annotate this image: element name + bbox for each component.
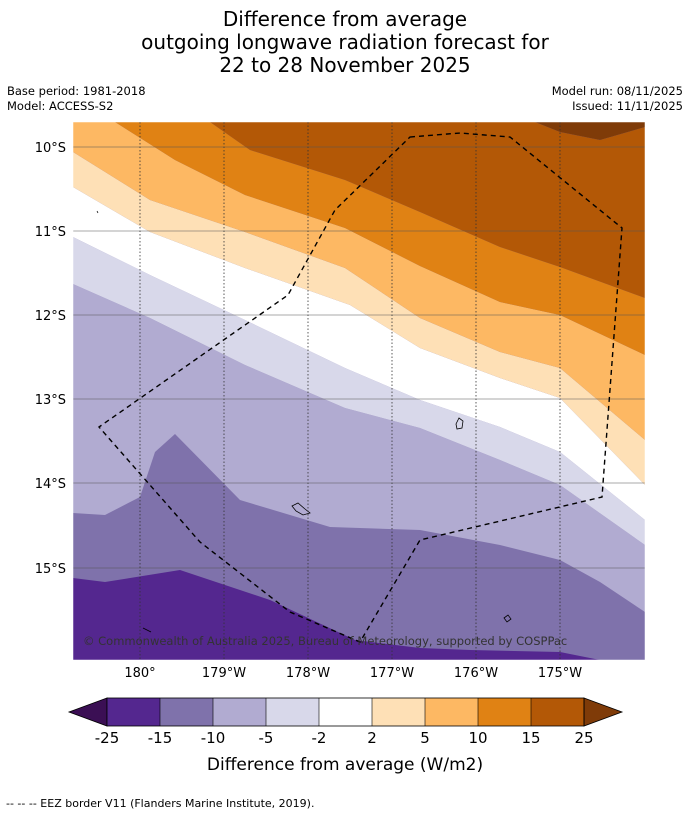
band-minus-5-to-minus-2 [73, 237, 645, 545]
island-outline [96, 210, 99, 214]
colorbar-tick: -25 [95, 729, 120, 747]
band-5-to-10 [73, 122, 645, 440]
lat-label-14s: 14°S [35, 477, 66, 492]
colorbar-tick: -2 [312, 729, 327, 747]
colorbar-segment [372, 698, 425, 726]
colorbar-tick: -10 [201, 729, 226, 747]
band-minus-2-to-2 [73, 187, 645, 520]
lon-label-180: 180° [124, 666, 155, 681]
lat-label-11s: 11°S [35, 225, 66, 240]
longitude-labels: 180° 179°W 178°W 177°W 176°W 175°W [124, 666, 582, 681]
colorbar-under-triangle [67, 697, 108, 727]
lat-label-12s: 12°S [35, 309, 66, 324]
eez-legend: -- -- -- EEZ border V11 (Flanders Marine… [6, 797, 315, 810]
model-name: Model: ACCESS-S2 [7, 99, 114, 113]
lon-label-175w: 175°W [538, 666, 582, 681]
colorbar-outline [106, 697, 585, 727]
band-2-to-5 [73, 152, 645, 485]
title-line-2: outgoing longwave radiation forecast for [141, 30, 549, 54]
colorbar-tick: 2 [367, 729, 377, 747]
colorbar-segment [319, 698, 372, 726]
colorbar-label: Difference from average (W/m2) [207, 755, 483, 775]
lat-label-15s: 15°S [35, 562, 66, 577]
colorbar-segment [107, 698, 160, 726]
anomaly-field [73, 122, 645, 660]
map-frame [72, 121, 646, 661]
lat-label-10s: 10°S [35, 141, 66, 156]
island-outline [503, 614, 512, 623]
lat-label-13s: 13°S [35, 393, 66, 408]
band-10-to-15 [115, 122, 645, 355]
band-above-25 [535, 122, 645, 140]
lon-label-178w: 178°W [286, 666, 330, 681]
colorbar-tick: 15 [521, 729, 540, 747]
colorbar-tick: -15 [148, 729, 173, 747]
meta-left: Base period: 1981-2018 Model: ACCESS-S2 [7, 84, 146, 114]
colorbar-tick: -5 [259, 729, 274, 747]
graticule [139, 122, 561, 660]
issued-date: Issued: 11/11/2025 [572, 99, 683, 113]
coastlines [96, 210, 512, 633]
colorbar-dividers [159, 698, 532, 726]
copyright-text: © Commonwealth of Australia 2025, Bureau… [83, 634, 567, 648]
island-outline [291, 502, 311, 516]
band-15-to-25 [210, 122, 645, 298]
colorbar-segment [160, 698, 213, 726]
island-outline [142, 627, 152, 633]
title-line-1: Difference from average [222, 7, 468, 31]
title-line-3: 22 to 28 November 2025 [219, 53, 471, 77]
band-minus-10-to-minus-5 [73, 284, 645, 612]
lon-label-176w: 176°W [454, 666, 498, 681]
base-period: Base period: 1981-2018 [7, 84, 146, 98]
meta-right: Model run: 08/11/2025 Issued: 11/11/2025 [552, 84, 683, 114]
band-minus-25-to-minus-15 [73, 570, 600, 660]
colorbar-segment [266, 698, 319, 726]
latitude-labels: 10°S 11°S 12°S 13°S 14°S 15°S [35, 141, 66, 577]
lon-label-177w: 177°W [370, 666, 414, 681]
colorbar-tick: 5 [420, 729, 430, 747]
colorbar-segment [213, 698, 266, 726]
model-run: Model run: 08/11/2025 [551, 84, 683, 98]
colorbar-ticks: -25 -15 -10 -5 -2 2 5 10 15 25 [95, 729, 594, 747]
colorbar-tick: 25 [574, 729, 593, 747]
colorbar: -25 -15 -10 -5 -2 2 5 10 15 25 Differenc… [67, 697, 624, 775]
colorbar-segment [425, 698, 478, 726]
island-outline [455, 417, 464, 430]
chart-title: Difference from average outgoing longwav… [0, 8, 690, 77]
parallels [73, 146, 645, 569]
colorbar-segment [478, 698, 531, 726]
colorbar-segment [531, 698, 584, 726]
eez-border [97, 132, 623, 643]
lon-label-179w: 179°W [202, 666, 246, 681]
colorbar-over-triangle [583, 697, 624, 727]
colorbar-tick: 10 [468, 729, 487, 747]
